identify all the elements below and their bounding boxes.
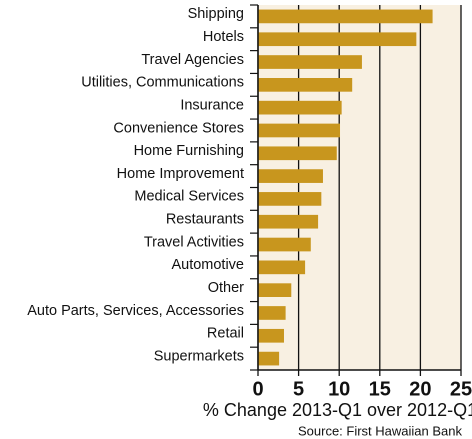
bar <box>258 260 306 275</box>
y-tick-label: Home Furnishing <box>134 143 244 159</box>
bar <box>258 237 311 252</box>
y-tick-label: Insurance <box>180 97 244 113</box>
bar <box>258 32 417 47</box>
bar <box>258 146 337 161</box>
x-tick-label: 25 <box>450 378 472 400</box>
x-tick-label: 5 <box>293 378 304 400</box>
bar <box>258 100 342 115</box>
y-tick-label: Utilities, Communications <box>81 75 244 91</box>
bar <box>258 9 433 24</box>
x-tick-label: 0 <box>252 378 263 400</box>
bar <box>258 283 292 297</box>
y-tick-label: Hotels <box>203 29 244 45</box>
bar <box>258 214 319 229</box>
y-tick-label: Travel Agencies <box>141 52 244 68</box>
y-tick-label: Supermarkets <box>154 348 244 364</box>
bar <box>258 169 323 183</box>
bar <box>258 55 362 69</box>
y-tick-label: Travel Activities <box>144 234 244 250</box>
y-tick-label: Shipping <box>188 6 244 22</box>
x-tick-label: 15 <box>369 378 391 400</box>
bar <box>258 192 322 206</box>
bar <box>258 328 284 343</box>
bar <box>258 306 286 320</box>
bar <box>258 78 353 92</box>
source-note: Source: First Hawaiian Bank <box>298 423 463 438</box>
y-tick-label: Home Improvement <box>117 166 244 182</box>
y-tick-label: Retail <box>207 326 244 342</box>
y-tick-label: Restaurants <box>166 212 244 228</box>
x-tick-label: 10 <box>328 378 350 400</box>
bar <box>258 351 280 366</box>
y-tick-label: Medical Services <box>134 189 244 205</box>
y-tick-label: Other <box>208 280 244 296</box>
y-tick-label: Auto Parts, Services, Accessories <box>27 303 244 319</box>
x-tick-label: 20 <box>409 378 431 400</box>
x-axis-label: % Change 2013-Q1 over 2012-Q1 <box>203 400 472 420</box>
y-tick-label: Convenience Stores <box>113 120 244 136</box>
y-tick-label: Automotive <box>171 257 244 273</box>
bar <box>258 123 341 138</box>
